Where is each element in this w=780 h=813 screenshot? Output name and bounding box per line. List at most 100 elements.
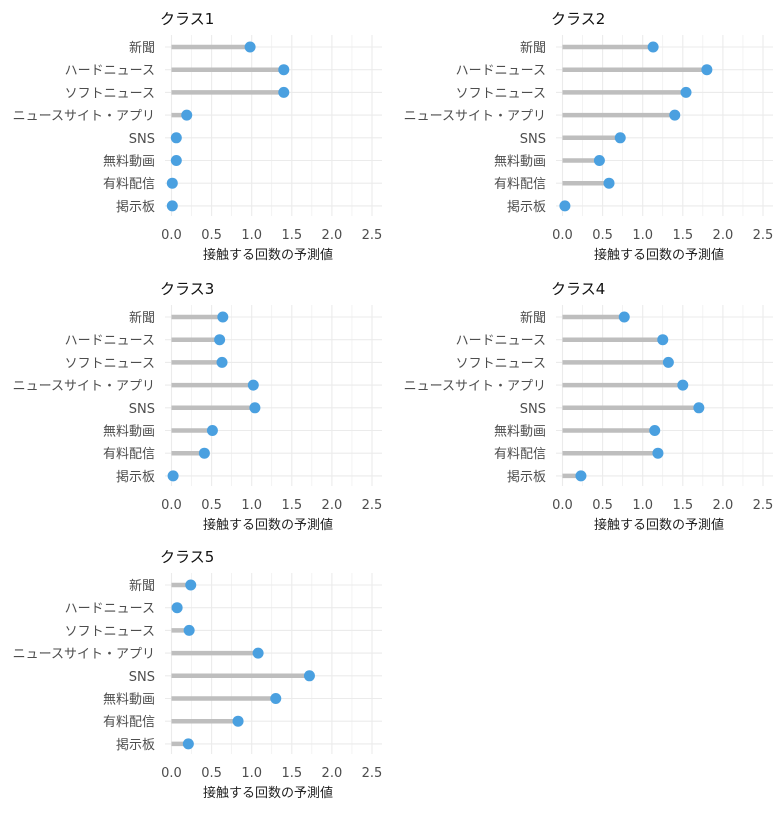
x-axis-label: 接触する回数の予測値 (203, 247, 333, 263)
lollipop-point (167, 470, 179, 482)
lollipop-point (247, 379, 259, 391)
lollipop-point (649, 425, 661, 436)
category-label: 掲示板 (507, 469, 546, 485)
panel-title: クラス3 (160, 280, 214, 298)
lollipop-point (270, 693, 282, 704)
lollipop-point (170, 132, 182, 144)
lollipop-point (680, 86, 692, 98)
category-label: ハードニュース (456, 64, 546, 79)
x-tick-label: 0.0 (161, 766, 182, 781)
category-label: 無料動画 (494, 155, 546, 170)
category-label: 新聞 (129, 578, 155, 594)
lollipop-point (618, 311, 630, 323)
x-tick-label: 1.0 (632, 228, 653, 243)
lollipop-point (217, 311, 229, 323)
lollipop-point (603, 177, 615, 189)
category-label: ハードニュース (456, 334, 546, 349)
lollipop-point (278, 86, 290, 98)
category-label: 新聞 (129, 310, 155, 326)
category-label: ハードニュース (65, 334, 155, 349)
category-label: SNS (129, 132, 155, 147)
category-label: ソフトニュース (65, 624, 155, 639)
category-label: SNS (520, 402, 546, 417)
panel-title: クラス2 (551, 10, 605, 28)
category-label: 無料動画 (103, 425, 155, 440)
x-tick-label: 1.5 (281, 766, 302, 781)
lollipop-point (244, 41, 256, 53)
x-tick-label: 0.0 (552, 228, 573, 243)
category-label: ソフトニュース (65, 86, 155, 101)
lollipop-point (214, 334, 226, 346)
category-label: 掲示板 (507, 199, 546, 215)
category-label: SNS (129, 670, 155, 685)
category-label: 新聞 (520, 40, 546, 56)
x-axis-label: 接触する回数の予測値 (594, 517, 724, 533)
category-label: ニュースサイト・アプリ (13, 647, 155, 662)
x-tick-label: 0.0 (161, 228, 182, 243)
x-tick-label: 2.5 (362, 498, 383, 513)
x-tick-label: 1.0 (632, 498, 653, 513)
x-tick-label: 2.0 (713, 498, 734, 513)
category-label: 無料動画 (494, 425, 546, 440)
lollipop-point (232, 715, 244, 727)
x-tick-label: 2.5 (362, 228, 383, 243)
category-label: 無料動画 (103, 693, 155, 708)
lollipop-point (701, 64, 713, 76)
x-tick-label: 2.0 (322, 766, 343, 781)
lollipop-point (652, 447, 664, 459)
x-tick-label: 0.5 (592, 498, 613, 513)
lollipop-point (249, 402, 261, 414)
panel-title: クラス5 (160, 548, 214, 566)
x-axis-label: 接触する回数の予測値 (203, 517, 333, 533)
lollipop-point (575, 470, 587, 482)
x-tick-label: 2.5 (362, 766, 383, 781)
x-tick-label: 1.5 (672, 228, 693, 243)
lollipop-point (593, 155, 605, 166)
x-axis-label: 接触する回数の予測値 (594, 247, 724, 263)
category-label: 有料配信 (494, 177, 546, 192)
lollipop-point (181, 109, 193, 121)
lollipop-point (252, 647, 264, 659)
x-tick-label: 2.5 (753, 498, 774, 513)
category-label: 掲示板 (116, 737, 155, 753)
x-tick-label: 1.0 (241, 228, 262, 243)
category-label: SNS (520, 132, 546, 147)
category-label: ニュースサイト・アプリ (404, 109, 546, 124)
x-tick-label: 0.5 (592, 228, 613, 243)
category-label: ニュースサイト・アプリ (13, 379, 155, 394)
x-tick-label: 1.5 (281, 498, 302, 513)
category-label: 無料動画 (103, 155, 155, 170)
category-label: 掲示板 (116, 469, 155, 485)
lollipop-point (171, 602, 183, 614)
category-label: 有料配信 (103, 447, 155, 462)
x-tick-label: 0.5 (201, 498, 222, 513)
lollipop-point (182, 738, 194, 750)
lollipop-point (183, 624, 195, 636)
lollipop-point (278, 64, 290, 76)
lollipop-point (677, 379, 689, 391)
x-tick-label: 2.5 (753, 228, 774, 243)
category-label: ニュースサイト・アプリ (404, 379, 546, 394)
x-tick-label: 1.5 (281, 228, 302, 243)
x-axis-label: 接触する回数の予測値 (203, 785, 333, 801)
category-label: 有料配信 (494, 447, 546, 462)
category-label: 新聞 (129, 40, 155, 56)
lollipop-point (166, 200, 178, 212)
lollipop-point (206, 425, 218, 436)
x-tick-label: 1.0 (241, 766, 262, 781)
x-tick-label: 2.0 (322, 498, 343, 513)
x-tick-label: 1.5 (672, 498, 693, 513)
lollipop-point (614, 132, 626, 144)
lollipop-point (185, 579, 197, 591)
lollipop-point (198, 447, 210, 459)
lollipop-point (647, 41, 659, 53)
lollipop-point (662, 356, 674, 368)
category-label: 新聞 (520, 310, 546, 326)
x-tick-label: 0.0 (552, 498, 573, 513)
category-label: ソフトニュース (456, 86, 546, 101)
